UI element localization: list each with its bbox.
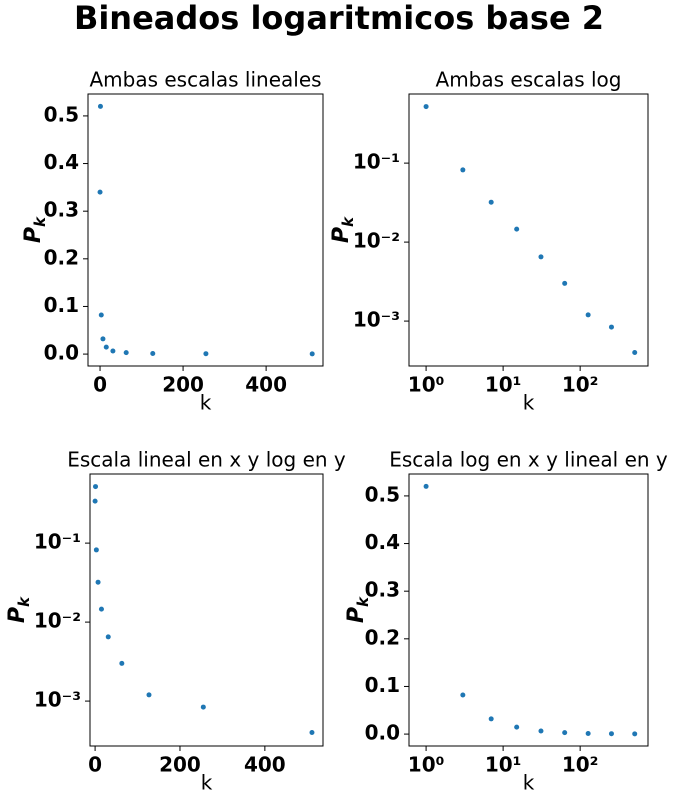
point	[98, 312, 104, 318]
x-tick-label: 10⁰	[408, 753, 445, 777]
point	[150, 351, 156, 357]
point	[119, 660, 125, 666]
x-tick-label: 200	[159, 753, 201, 777]
y-tick-label: 0.4	[44, 150, 79, 174]
y-tick-label: 10⁻²	[353, 229, 400, 253]
point	[460, 692, 466, 698]
point	[423, 104, 429, 110]
y-tick-label: 0.5	[365, 482, 400, 506]
point	[538, 254, 544, 260]
point	[488, 199, 494, 205]
y-tick-label: 0.2	[44, 245, 79, 269]
point	[100, 336, 106, 342]
y-tick-label: 0.5	[44, 102, 79, 126]
subplot-title: Escala lineal en x y log en y	[67, 448, 346, 472]
y-tick-label: 0.0	[44, 341, 79, 365]
y-tick-label: 0.2	[365, 625, 400, 649]
y-axis-label-base: P	[5, 607, 30, 623]
point	[123, 350, 129, 356]
x-tick-label: 10¹	[485, 753, 522, 777]
x-axis-label: k	[201, 771, 213, 795]
point	[585, 731, 591, 737]
point	[200, 704, 206, 710]
x-axis-label: k	[523, 391, 535, 415]
point	[203, 351, 209, 357]
point	[608, 731, 614, 737]
x-axis-label: k	[200, 391, 212, 415]
point	[110, 348, 116, 354]
point	[423, 483, 429, 489]
y-tick-label: 10⁻¹	[353, 150, 400, 174]
y-tick-label: 0.1	[365, 673, 400, 697]
y-axis-label: Pk	[329, 216, 357, 243]
y-axis-label: Pk	[5, 596, 33, 623]
y-axis-label-sub: k	[15, 596, 33, 607]
axes-frame	[408, 473, 649, 747]
point	[95, 579, 101, 585]
y-tick-label: 0.3	[44, 198, 79, 222]
point	[98, 606, 104, 612]
y-axis-label-base: P	[344, 607, 369, 623]
y-tick-label: 10⁻¹	[34, 530, 81, 554]
point	[585, 312, 591, 318]
y-axis-label-sub: k	[31, 216, 49, 227]
point	[632, 350, 638, 356]
x-tick-label: 0	[93, 373, 107, 397]
x-tick-label: 10⁰	[408, 373, 445, 397]
x-tick-label: 10²	[562, 753, 599, 777]
y-axis-label-sub: k	[354, 596, 372, 607]
subplot-title: Ambas escalas log	[436, 68, 622, 92]
y-tick-label: 10⁻²	[34, 609, 81, 633]
point	[103, 344, 109, 350]
y-tick-label: 10⁻³	[353, 308, 400, 332]
point	[93, 547, 99, 553]
x-tick-label: 200	[162, 373, 204, 397]
axes-frame	[408, 93, 649, 367]
y-axis-label-base: P	[329, 227, 354, 243]
y-axis-label: Pk	[21, 216, 49, 243]
subplot-title: Escala log en x y lineal en y	[389, 448, 668, 472]
point	[538, 728, 544, 734]
x-tick-label: 10¹	[485, 373, 522, 397]
x-axis-label: k	[523, 771, 535, 795]
point	[92, 498, 98, 504]
point	[309, 730, 315, 736]
point	[514, 724, 520, 730]
point	[562, 280, 568, 286]
x-tick-label: 0	[88, 753, 102, 777]
point	[97, 103, 103, 109]
point	[97, 189, 103, 195]
y-axis-label-sub: k	[339, 216, 357, 227]
y-tick-label: 0.0	[365, 721, 400, 745]
y-tick-label: 0.1	[44, 293, 79, 317]
y-tick-label: 10⁻³	[34, 688, 81, 712]
point	[488, 716, 494, 722]
point	[514, 226, 520, 232]
axes-frame	[89, 473, 324, 747]
y-tick-label: 0.3	[365, 578, 400, 602]
point	[105, 634, 111, 640]
point	[632, 731, 638, 737]
point	[562, 730, 568, 736]
x-tick-label: 10²	[562, 373, 599, 397]
point	[93, 484, 99, 490]
point	[608, 324, 614, 330]
y-tick-label: 0.4	[365, 530, 400, 554]
x-tick-label: 400	[244, 753, 286, 777]
x-tick-label: 400	[245, 373, 287, 397]
point	[146, 692, 152, 698]
axes-frame	[87, 93, 324, 367]
y-axis-label-base: P	[21, 227, 46, 243]
y-axis-label: Pk	[344, 596, 372, 623]
point	[460, 167, 466, 173]
figure-title: Bineados logaritmicos base 2	[74, 0, 604, 37]
point	[309, 351, 315, 357]
subplot-title: Ambas escalas lineales	[89, 68, 321, 92]
